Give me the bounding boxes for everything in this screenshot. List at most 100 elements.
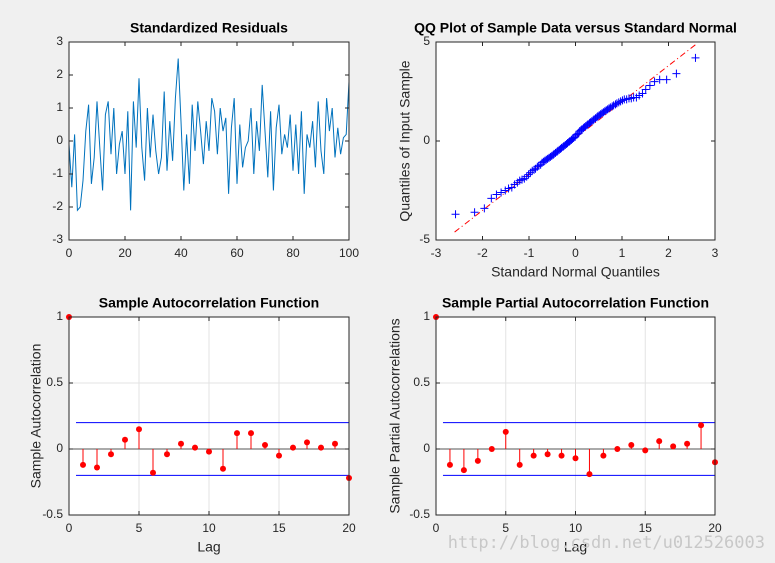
qq-point [487, 194, 496, 203]
y-tick-label: 1 [423, 309, 430, 323]
x-tick-label: 40 [174, 246, 188, 260]
stem-marker [614, 446, 621, 452]
x-tick-label: 0 [66, 521, 73, 535]
stem-marker [136, 426, 142, 433]
x-tick-label: -2 [477, 246, 488, 260]
y-tick-label: 3 [56, 34, 63, 48]
stem-marker [698, 422, 705, 429]
axes-title: QQ Plot of Sample Data versus Standard N… [414, 20, 737, 36]
qq-point [662, 75, 671, 84]
stem-marker [206, 448, 212, 455]
qq-point [655, 75, 664, 84]
y-tick-label: 0.5 [413, 375, 430, 389]
y-tick-label: 1 [56, 100, 63, 114]
stem-marker [474, 457, 481, 464]
stem-marker [122, 436, 128, 443]
x-axis-label: Standard Normal Quantiles [491, 264, 660, 280]
qq-point [611, 100, 620, 109]
stem-marker [234, 430, 240, 437]
y-tick-label: 5 [423, 34, 430, 48]
y-tick-label: 1 [56, 309, 63, 323]
x-tick-label: 20 [118, 246, 132, 260]
qq-point [608, 102, 617, 111]
stem-marker [332, 440, 338, 447]
y-tick-label: -1 [52, 166, 63, 180]
qq-point [606, 103, 615, 112]
stem-marker [276, 452, 282, 459]
axes-title: Sample Autocorrelation Function [99, 295, 319, 311]
qq-point [480, 204, 489, 213]
stem-marker [502, 428, 509, 435]
x-axis-label: Lag [197, 539, 220, 555]
x-tick-label: -3 [431, 246, 442, 260]
x-tick-label: 10 [202, 521, 216, 535]
x-tick-label: 20 [708, 521, 722, 535]
qq-point [614, 98, 623, 107]
stem-marker [248, 430, 254, 437]
stem-marker [628, 442, 635, 449]
stem-marker [446, 461, 453, 468]
y-axis-label: Quantiles of Input Sample [397, 60, 413, 221]
stem-marker [670, 443, 677, 450]
x-tick-label: 20 [342, 521, 356, 535]
y-tick-label: 0 [423, 441, 430, 455]
x-tick-label: 5 [136, 521, 143, 535]
y-tick-label: 0.5 [46, 375, 63, 389]
stem-marker [586, 471, 593, 478]
y-tick-label: 0 [423, 133, 430, 147]
y-tick-label: 0 [56, 133, 63, 147]
x-tick-label: 15 [639, 521, 653, 535]
y-tick-label: -0.5 [42, 507, 63, 521]
x-tick-label: 100 [339, 246, 359, 260]
qq-point [451, 210, 460, 219]
qq-point [618, 96, 627, 105]
stem-marker [600, 452, 607, 459]
stem-marker [572, 455, 579, 462]
qq-point [522, 172, 531, 181]
axes-title: Sample Partial Autocorrelation Function [442, 295, 709, 311]
stem-marker [488, 446, 495, 452]
stem-marker [304, 439, 310, 446]
qq-point [645, 81, 654, 90]
stem-marker [262, 442, 268, 449]
residual-line [68, 58, 350, 212]
y-tick-label: -3 [52, 232, 63, 246]
qq-point [524, 170, 533, 179]
x-tick-label: 1 [619, 246, 626, 260]
x-tick-label: 60 [230, 246, 244, 260]
x-tick-label: 15 [272, 521, 286, 535]
axes-title: Standardized Residuals [130, 20, 288, 36]
stem-marker [290, 444, 296, 451]
qq-point [691, 53, 700, 62]
watermark: http://blog.csdn.net/u012526003 [448, 533, 765, 553]
stem-marker [460, 467, 467, 474]
qq-point [501, 186, 510, 195]
x-tick-label: 0 [433, 521, 440, 535]
stem-marker [80, 461, 86, 468]
stem-marker [220, 465, 226, 472]
x-tick-label: 0 [66, 246, 73, 260]
y-tick-label: 2 [56, 67, 63, 81]
stem-marker [656, 438, 663, 445]
qq-point [612, 99, 621, 108]
qq-point [609, 101, 618, 110]
qq-point [504, 184, 513, 193]
qq-point [533, 162, 542, 171]
x-tick-label: 2 [665, 246, 672, 260]
y-axis-label: Sample Autocorrelation [28, 344, 44, 489]
stem-marker [530, 452, 537, 459]
qq-point [470, 208, 479, 217]
x-axis-label: Lag [564, 539, 587, 555]
stem-marker [150, 469, 156, 476]
y-tick-label: -5 [419, 232, 430, 246]
qq-point [635, 91, 644, 100]
x-tick-label: 80 [286, 246, 300, 260]
qq-point [604, 104, 613, 113]
stem-marker [558, 452, 565, 459]
qq-point [528, 166, 537, 175]
qq-point [650, 77, 659, 86]
qq-point [492, 190, 501, 199]
stem-marker [108, 451, 114, 458]
stem-marker [684, 440, 691, 447]
